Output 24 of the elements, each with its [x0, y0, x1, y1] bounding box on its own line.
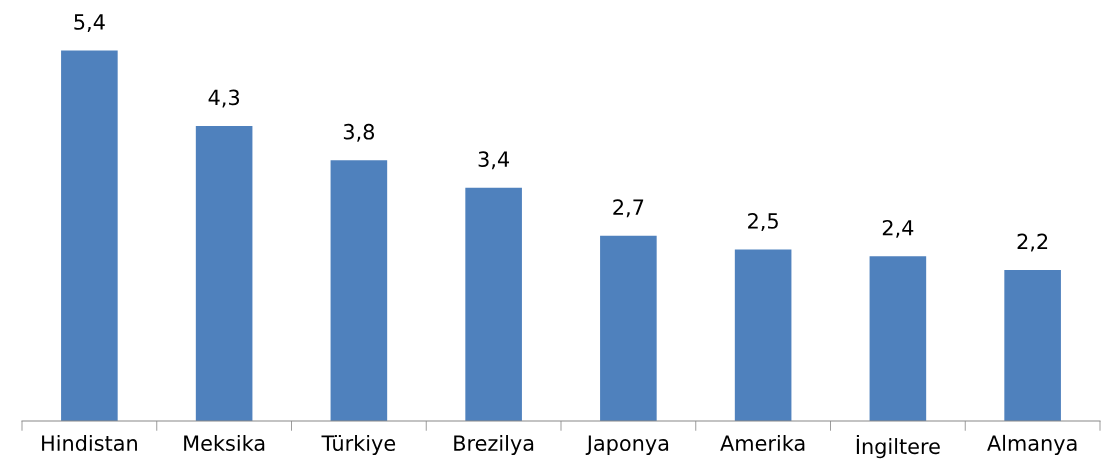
data-label: 2,5	[748, 213, 778, 231]
data-label: 3,4	[478, 151, 510, 170]
bar	[1004, 270, 1061, 421]
data-label: 2,2	[1017, 233, 1048, 252]
bar	[465, 187, 522, 421]
x-tick-label: Brezilya	[454, 434, 534, 456]
x-tick-label: Hindistan	[42, 434, 137, 452]
x-tick-label: Japonya	[585, 435, 669, 456]
bar	[61, 50, 118, 421]
x-tick-label: Amerika	[720, 434, 805, 452]
bar	[330, 160, 388, 421]
bar	[734, 249, 792, 421]
data-label: 2,7	[613, 199, 644, 218]
x-tick-label: Türkiye	[321, 434, 396, 456]
x-tick-label: İngiltere	[856, 434, 940, 459]
bar	[195, 126, 253, 421]
bar	[600, 235, 657, 421]
bar	[869, 256, 927, 421]
x-tick-label: Meksika	[184, 434, 265, 452]
x-tick-label: Almanya	[987, 434, 1077, 456]
data-label: 4,3	[208, 89, 240, 108]
data-label: 5,4	[74, 14, 105, 32]
data-label: 3,8	[343, 123, 375, 142]
data-label: 2,4	[882, 219, 914, 238]
